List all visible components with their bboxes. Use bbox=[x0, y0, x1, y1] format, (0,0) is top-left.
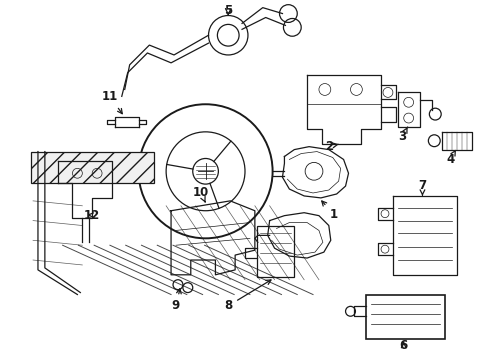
Text: 3: 3 bbox=[399, 127, 408, 143]
Bar bbox=[366, 294, 445, 339]
Text: 2: 2 bbox=[325, 140, 339, 153]
Text: 10: 10 bbox=[193, 186, 209, 202]
Bar bbox=[257, 225, 294, 277]
Text: 11: 11 bbox=[102, 90, 122, 114]
Bar bbox=[31, 152, 154, 183]
Text: 1: 1 bbox=[322, 201, 338, 221]
Text: 6: 6 bbox=[400, 339, 408, 352]
Text: 8: 8 bbox=[224, 280, 271, 312]
Text: 9: 9 bbox=[172, 289, 181, 312]
Text: 7: 7 bbox=[418, 179, 426, 195]
Text: 12: 12 bbox=[84, 208, 100, 222]
Text: 5: 5 bbox=[224, 4, 232, 17]
Text: 4: 4 bbox=[446, 150, 456, 166]
